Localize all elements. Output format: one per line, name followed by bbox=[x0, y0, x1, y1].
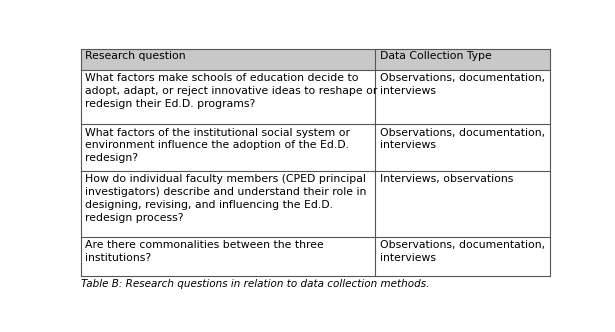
Text: Data Collection Type: Data Collection Type bbox=[380, 51, 492, 61]
Text: Are there commonalities between the three
institutions?: Are there commonalities between the thre… bbox=[85, 240, 324, 263]
Bar bbox=[81, 171, 550, 237]
Bar bbox=[81, 124, 550, 171]
Text: What factors of the institutional social system or
environment influence the ado: What factors of the institutional social… bbox=[85, 127, 351, 163]
Text: What factors make schools of education decide to
adopt, adapt, or reject innovat: What factors make schools of education d… bbox=[85, 73, 378, 109]
Text: Observations, documentation,
interviews: Observations, documentation, interviews bbox=[380, 73, 545, 96]
Text: Interviews, observations: Interviews, observations bbox=[380, 174, 514, 184]
Bar bbox=[81, 70, 550, 124]
Text: How do individual faculty members (CPED principal
investigators) describe and un: How do individual faculty members (CPED … bbox=[85, 174, 367, 223]
Bar bbox=[81, 237, 550, 276]
Text: Observations, documentation,
interviews: Observations, documentation, interviews bbox=[380, 240, 545, 263]
Bar bbox=[81, 49, 550, 70]
Text: Observations, documentation,
interviews: Observations, documentation, interviews bbox=[380, 127, 545, 150]
Text: Table B: Research questions in relation to data collection methods.: Table B: Research questions in relation … bbox=[81, 279, 429, 289]
Text: Research question: Research question bbox=[85, 51, 186, 61]
